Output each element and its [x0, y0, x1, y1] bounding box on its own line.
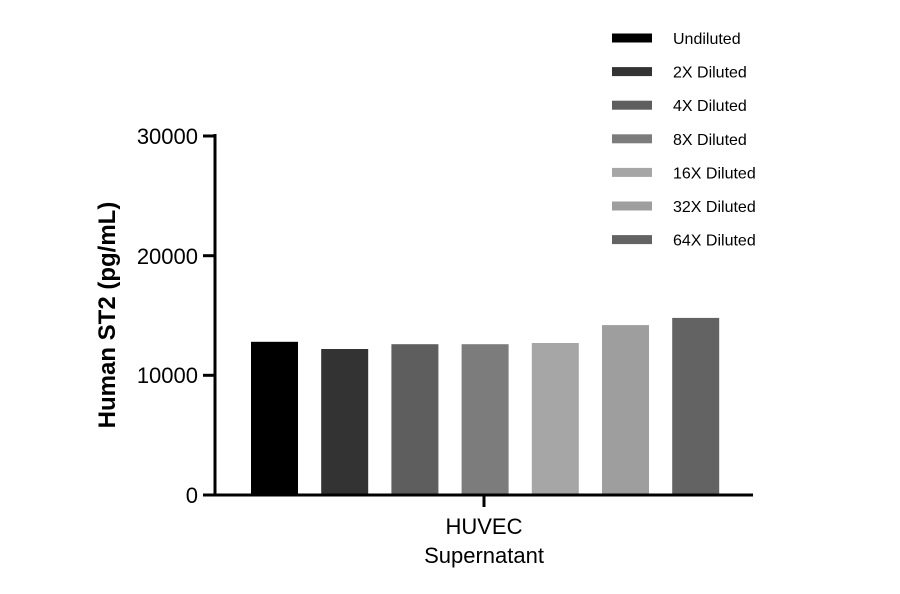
y-tick-label-2: 20000 [137, 244, 198, 269]
legend-item: 16X Diluted [612, 165, 756, 182]
bars [251, 317, 720, 495]
legend-label: Undiluted [673, 31, 741, 48]
legend: Undiluted 2X Diluted 4X Diluted 8X Diluted 1… [612, 31, 756, 250]
legend-item: 8X Diluted [612, 132, 747, 149]
y-tick-label-3: 30000 [137, 124, 198, 149]
legend-swatch [612, 67, 652, 77]
legend-label: 64X Diluted [673, 233, 756, 250]
legend-swatch [612, 134, 652, 144]
legend-label: 4X Diluted [673, 98, 747, 115]
bar-undiluted [251, 341, 298, 495]
x-category-label-line-1: HUVEC [445, 514, 522, 539]
legend-item: 2X Diluted [612, 65, 747, 82]
legend-item: 64X Diluted [612, 233, 756, 250]
legend-item: 32X Diluted [612, 199, 756, 216]
legend-swatch [612, 235, 652, 245]
y-axis-title: Human ST2 (pg/mL) [94, 202, 121, 429]
legend-swatch [612, 167, 652, 177]
legend-swatch [612, 201, 652, 211]
legend-swatch [612, 100, 652, 110]
legend-label: 8X Diluted [673, 132, 747, 149]
legend-swatch [612, 33, 652, 43]
y-tick-label-0: 0 [186, 483, 198, 508]
y-axis: 0 10000 20000 30000 [137, 124, 217, 508]
bar-4x-diluted [391, 344, 439, 495]
bar-64x-diluted [672, 317, 720, 495]
bar-8x-diluted [461, 344, 509, 495]
bar-2x-diluted [321, 349, 369, 495]
y-tick-label-1: 10000 [137, 363, 198, 388]
bar-32x-diluted [602, 325, 649, 495]
legend-label: 16X Diluted [673, 165, 756, 182]
x-axis: HUVEC Supernatant [215, 493, 753, 568]
x-category-label-line-2: Supernatant [424, 543, 544, 568]
legend-label: 2X Diluted [673, 65, 747, 82]
legend-item: 4X Diluted [612, 98, 747, 115]
legend-label: 32X Diluted [673, 199, 756, 216]
legend-item: Undiluted [612, 31, 741, 48]
bar-16x-diluted [531, 343, 579, 495]
